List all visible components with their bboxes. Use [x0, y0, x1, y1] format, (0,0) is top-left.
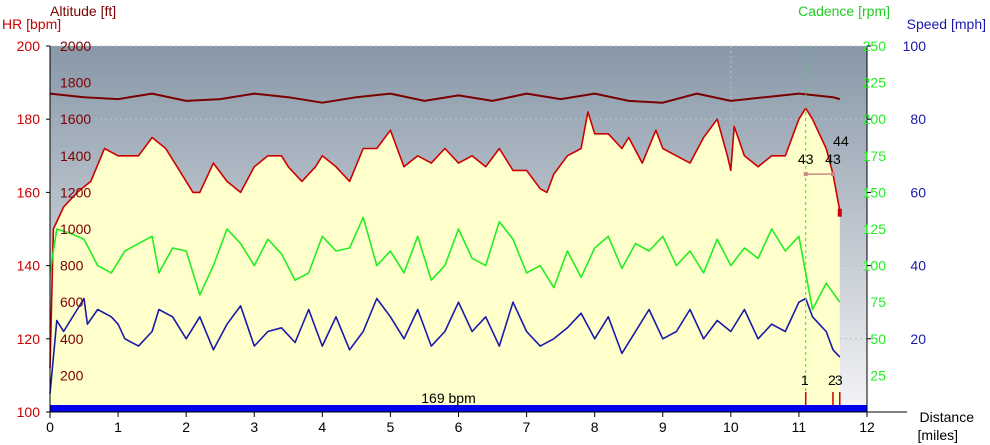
- hr-tick-label: 160: [17, 184, 41, 200]
- hr-end-marker: [837, 208, 842, 217]
- altitude-tick-label: 1600: [60, 111, 91, 127]
- cadence-tick-label: 75: [870, 294, 886, 310]
- x-tick-label: 3: [250, 419, 258, 435]
- hr-zone-label: 169 bpm: [421, 390, 475, 406]
- altitude-tick-label: 1000: [60, 221, 91, 237]
- cadence-tick-label: 225: [863, 75, 887, 91]
- overlay-layer: 169 bpm 1 2 3 43 43 44: [50, 46, 867, 412]
- altitude-tick-label: 400: [60, 331, 84, 347]
- lap-segment-start: [803, 172, 808, 177]
- cadence-tick-label: 125: [863, 221, 887, 237]
- x-tick-label: 12: [859, 419, 875, 435]
- distance-axis-title: Distance: [920, 409, 975, 425]
- distance-axis-unit: [miles]: [918, 427, 958, 443]
- series-cadence-line: [49, 216, 841, 311]
- hr-tick-label: 180: [17, 111, 41, 127]
- cadence-tick-label: 25: [870, 367, 886, 383]
- x-tick-label: 11: [792, 419, 807, 435]
- x-tick-label: 8: [591, 419, 599, 435]
- hr-tick-label: 100: [17, 404, 41, 420]
- cadence-axis-title: Cadence [rpm]: [798, 3, 890, 19]
- lap-label: 2: [828, 372, 836, 388]
- cadence-tick-label: 100: [863, 258, 887, 274]
- altitude-tick-label: 1200: [60, 184, 91, 200]
- x-tick-label: 2: [182, 419, 190, 435]
- cadence-tick-label: 200: [863, 111, 887, 127]
- cadence-tick-label: 150: [863, 184, 887, 200]
- lap-segment-end: [830, 172, 835, 177]
- x-tick-label: 6: [455, 419, 463, 435]
- series-layer: [49, 92, 841, 394]
- x-tick-label: 9: [659, 419, 667, 435]
- speed-axis-title: Speed [mph]: [907, 16, 986, 32]
- altitude-tick-label: 2000: [60, 38, 91, 54]
- x-tick-label: 1: [114, 419, 122, 435]
- lap-segment-top-label: 44: [833, 133, 849, 149]
- x-tick-label: 7: [523, 419, 531, 435]
- series-speed-line: [49, 297, 841, 394]
- axes: 0 1 2 3 4 5 6 7 8 9 10 11 12100120140160180200200400…: [17, 38, 927, 435]
- cadence-tick-label: 250: [863, 38, 887, 54]
- lap-segment-right-label: 43: [825, 151, 841, 167]
- hr-tick-label: 200: [17, 38, 41, 54]
- hr-axis-title: HR [bpm]: [2, 16, 61, 32]
- lap-label: 3: [835, 372, 843, 388]
- speed-tick-label: 60: [910, 184, 926, 200]
- cadence-tick-label: 175: [863, 148, 887, 164]
- altitude-tick-label: 600: [60, 294, 84, 310]
- series-altitude-line: [49, 92, 841, 104]
- hr-zone-bar: [50, 405, 867, 412]
- speed-tick-label: 40: [910, 258, 926, 274]
- speed-tick-label: 100: [903, 38, 927, 54]
- hr-tick-label: 140: [17, 258, 41, 274]
- lap-segment-left-label: 43: [798, 151, 814, 167]
- speed-tick-label: 20: [910, 331, 926, 347]
- altitude-tick-label: 200: [60, 367, 84, 383]
- hr-tick-label: 120: [17, 331, 41, 347]
- speed-tick-label: 80: [910, 111, 926, 127]
- altitude-tick-label: 800: [60, 258, 84, 274]
- cadence-tick-label: 50: [870, 331, 886, 347]
- series-hr-line: [49, 107, 841, 369]
- altitude-tick-label: 1800: [60, 75, 91, 91]
- altitude-tick-label: 1400: [60, 148, 91, 164]
- x-tick-label: 10: [723, 419, 739, 435]
- x-tick-label: 4: [318, 419, 326, 435]
- lap-label: 1: [801, 372, 809, 388]
- hr-area: [50, 108, 840, 412]
- altitude-axis-title: Altitude [ft]: [50, 3, 116, 19]
- x-tick-label: 0: [46, 419, 54, 435]
- x-tick-label: 5: [387, 419, 395, 435]
